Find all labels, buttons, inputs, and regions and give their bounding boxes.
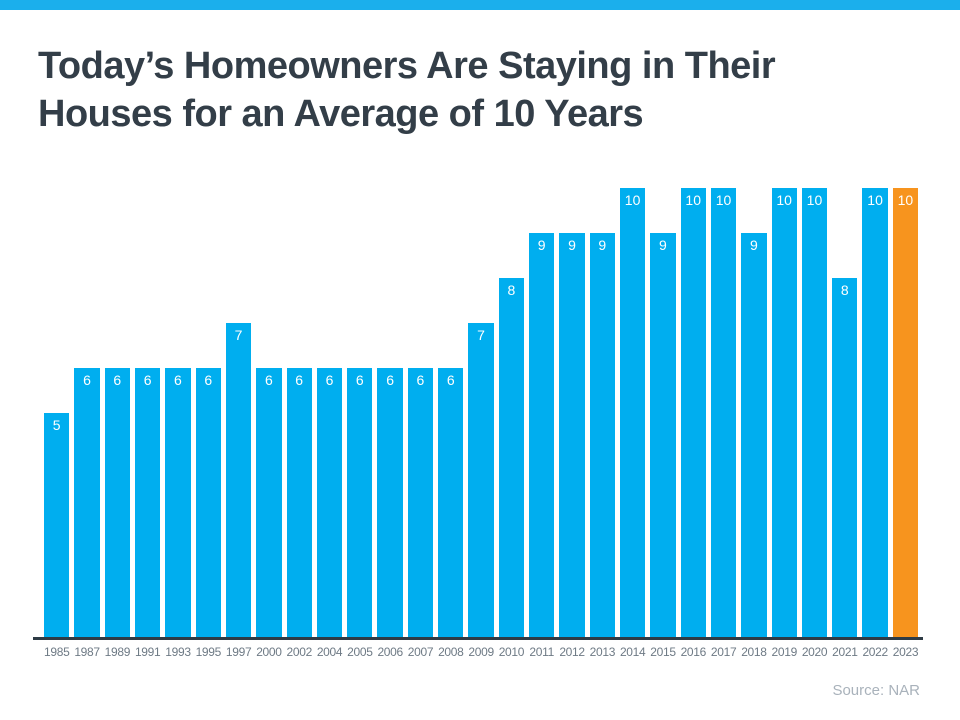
bar-2012: 9 [559,233,585,638]
bar-1985: 5 [44,413,70,638]
bar-1987: 6 [74,368,100,638]
bar-value-label: 10 [685,192,701,208]
x-tick-label: 2000 [256,645,282,659]
bar-1991: 6 [134,368,161,638]
bar-value-label: 10 [715,192,732,208]
bar-2021: 8 [832,278,858,638]
bar-2020: 10 [801,188,828,638]
bar-1993: 6 [165,368,191,638]
top-accent-strip [0,0,960,10]
bar-value-label: 8 [840,282,849,298]
bar-2008: 6 [438,368,464,638]
bar-value-label: 6 [416,372,425,388]
bar-2007: 6 [407,368,434,638]
x-tick-label: 2012 [559,645,585,659]
bar-2011: 9 [529,233,555,638]
x-tick-label: 1993 [165,645,191,659]
bar-value-label: 6 [113,372,122,388]
bar-1995: 6 [195,368,221,638]
x-tick-label: 2005 [347,645,373,659]
x-tick-label: 2010 [498,645,525,659]
x-tick-label: 2016 [680,645,707,659]
bar-value-label: 9 [598,237,607,253]
x-tick-label: 2014 [619,645,646,659]
bar-value-label: 6 [325,372,334,388]
bar-value-label: 8 [507,282,516,298]
bar-value-label: 9 [537,237,546,253]
x-tick-label: 2007 [407,645,434,659]
bar-2016: 10 [680,188,706,638]
x-tick-label: 2020 [801,645,828,659]
bar-2023: 10 [892,188,919,638]
x-tick-label: 1985 [44,645,70,659]
bar-value-label: 10 [806,192,823,208]
x-tick-label: 2021 [832,645,858,659]
x-tick-label: 2022 [862,645,888,659]
bar-value-label: 6 [143,372,152,388]
x-tick-label: 2019 [771,645,798,659]
x-tick-label: 1995 [195,645,222,659]
bar-value-label: 5 [52,417,61,433]
bar-2010: 8 [498,278,524,638]
bar-value-label: 9 [659,237,667,253]
bar-2000: 6 [256,368,282,638]
x-tick-label: 2009 [468,645,494,659]
bar-value-label: 6 [295,372,304,388]
bar-value-label: 6 [83,372,91,388]
bar-2022: 10 [862,188,888,638]
bar-2009: 7 [468,323,494,638]
bar-chart: 5 6 6 6 6 6 7 6 6 6 6 6 6 6 7 8 9 9 9 10 9 10 10 9 10 10 8 10 10 [44,188,919,638]
bar-2018: 9 [741,233,767,638]
bar-2019: 10 [771,188,797,638]
bar-2013: 9 [589,233,615,638]
source-caption: Source: NAR [832,682,920,699]
x-tick-label: 2017 [710,645,737,659]
x-tick-label: 2002 [286,645,313,659]
bar-value-label: 6 [446,372,455,388]
bar-2015: 9 [650,233,676,638]
x-tick-label: 2015 [650,645,676,659]
x-tick-label: 1989 [104,645,131,659]
x-tick-label: 2004 [316,645,343,659]
bar-value-label: 10 [624,192,641,208]
bar-2014: 10 [619,188,646,638]
x-tick-label: 2013 [589,645,616,659]
bar-2017: 10 [710,188,737,638]
bar-value-label: 7 [234,327,243,343]
x-tick-label: 2006 [377,645,403,659]
x-tick-label: 2008 [438,645,464,659]
page-title-line-1: Today’s Homeowners Are Staying in Their [38,45,776,87]
bar-value-label: 7 [477,327,485,343]
bar-value-label: 9 [749,237,758,253]
bar-2004: 6 [316,368,343,638]
x-tick-label: 2018 [741,645,767,659]
x-axis-line [33,637,923,640]
bar-value-label: 6 [264,372,273,388]
x-axis-labels: 1985 1987 1989 1991 1993 1995 1997 2000 2002 2004… [44,645,919,659]
bar-1997: 7 [225,323,252,638]
x-tick-label: 1997 [225,645,252,659]
bar-1989: 6 [104,368,130,638]
page-title: Today’s Homeowners Are Staying in Their … [38,42,776,138]
bar-2002: 6 [286,368,312,638]
bar-value-label: 6 [386,372,394,388]
bar-value-label: 10 [897,192,914,208]
x-tick-label: 2023 [892,645,919,659]
bar-value-label: 6 [174,372,182,388]
x-tick-label: 1987 [74,645,100,659]
x-tick-label: 1991 [134,645,161,659]
x-tick-label: 2011 [529,645,554,659]
bar-value-label: 6 [355,372,364,388]
page-title-line-2: Houses for an Average of 10 Years [38,93,644,135]
bar-value-label: 9 [568,237,576,253]
bar-value-label: 10 [776,192,792,208]
bar-value-label: 10 [867,192,883,208]
bar-2006: 6 [377,368,403,638]
bar-value-label: 6 [204,372,213,388]
bar-2005: 6 [347,368,373,638]
